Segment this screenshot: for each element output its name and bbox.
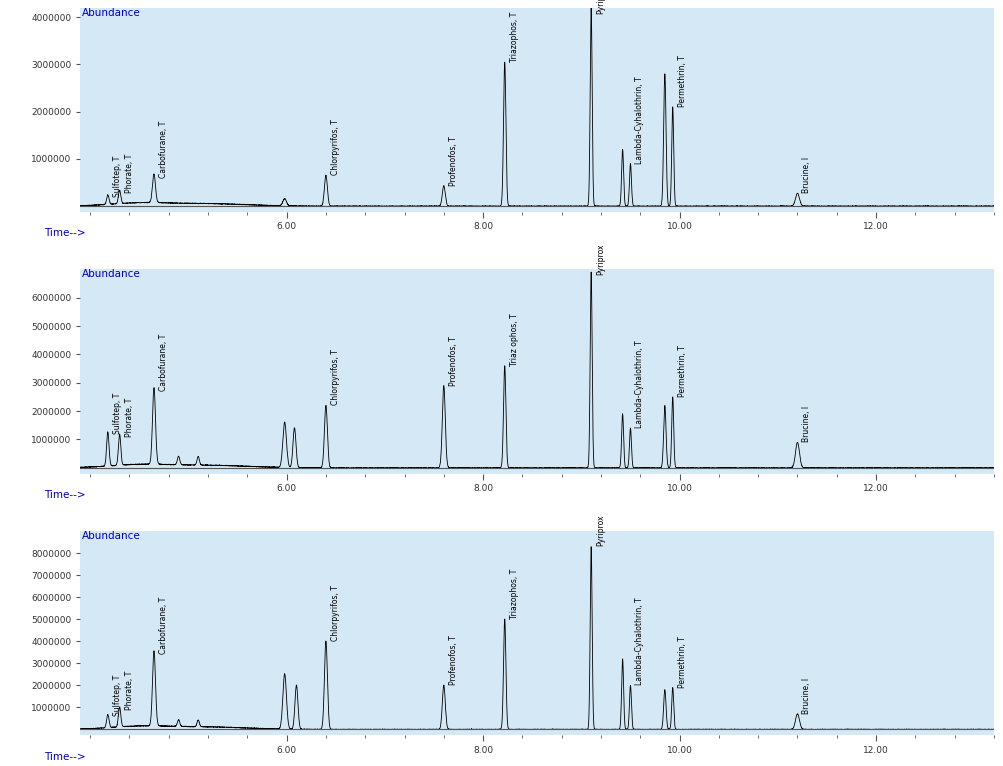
Text: Sulfotep, T: Sulfotep, T: [112, 675, 121, 716]
Text: Phorate, T: Phorate, T: [124, 670, 133, 709]
Text: Pyriprox: Pyriprox: [596, 0, 605, 14]
Text: Brucine, I: Brucine, I: [801, 678, 810, 714]
Text: Pyriprox: Pyriprox: [596, 244, 605, 275]
Text: Pyriprox: Pyriprox: [596, 515, 605, 546]
Text: Time-->: Time-->: [44, 751, 85, 761]
Text: Profenofos, T: Profenofos, T: [448, 336, 457, 385]
Text: Abundance: Abundance: [82, 270, 140, 280]
Text: Triazophos, T: Triazophos, T: [510, 11, 519, 62]
Text: Carbofurane, T: Carbofurane, T: [158, 120, 168, 178]
Text: Chlorpyrifos, T: Chlorpyrifos, T: [331, 119, 339, 175]
Text: Carbofurane, T: Carbofurane, T: [158, 597, 168, 654]
Text: Permethrin, T: Permethrin, T: [677, 345, 686, 397]
Text: Chlorpyrifos, T: Chlorpyrifos, T: [331, 585, 339, 641]
Text: Sulfotep, T: Sulfotep, T: [112, 392, 121, 434]
Text: Triazophos, T: Triazophos, T: [510, 569, 519, 619]
Text: Brucine, I: Brucine, I: [801, 406, 810, 442]
Text: Abundance: Abundance: [82, 8, 140, 18]
Text: Brucine, I: Brucine, I: [801, 157, 810, 193]
Text: Profenofos, T: Profenofos, T: [448, 636, 457, 686]
Text: Sulfotep, T: Sulfotep, T: [112, 155, 121, 197]
Text: Abundance: Abundance: [82, 531, 140, 541]
Text: Lambda-Cyhalothrin, T: Lambda-Cyhalothrin, T: [635, 597, 644, 686]
Text: Permethrin, T: Permethrin, T: [677, 55, 686, 107]
Text: Profenofos, T: Profenofos, T: [448, 136, 457, 186]
Text: Permethrin, T: Permethrin, T: [677, 636, 686, 688]
Text: Chlorpyrifos, T: Chlorpyrifos, T: [331, 349, 339, 405]
Text: Time-->: Time-->: [44, 490, 85, 500]
Text: Triaz ophos, T: Triaz ophos, T: [510, 313, 519, 365]
Text: Phorate, T: Phorate, T: [124, 154, 133, 193]
Text: Time-->: Time-->: [44, 228, 85, 238]
Text: Carbofurane, T: Carbofurane, T: [158, 334, 168, 391]
Text: Lambda-Cyhalothrin, T: Lambda-Cyhalothrin, T: [635, 340, 644, 428]
Text: Phorate, T: Phorate, T: [124, 398, 133, 437]
Text: Lambda-Cyhalothrin, T: Lambda-Cyhalothrin, T: [635, 76, 644, 164]
